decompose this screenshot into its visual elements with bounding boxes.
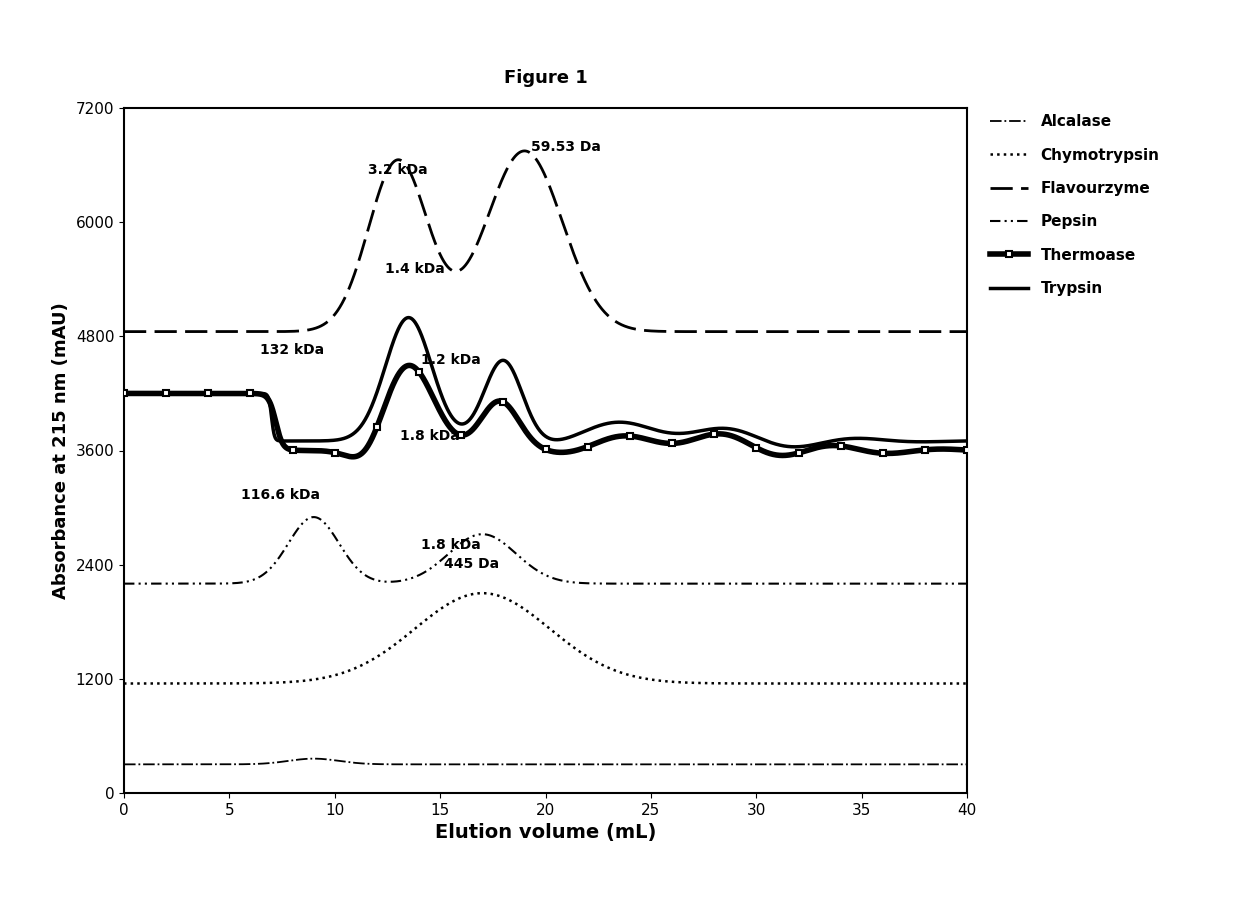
Chymotrypsin <box>729 678 744 689</box>
Thermoase <box>345 451 360 462</box>
Trypsin <box>402 312 417 323</box>
Text: 59.53 Da: 59.53 Da <box>531 140 600 154</box>
Trypsin <box>960 435 975 446</box>
Text: 1.4 kDa: 1.4 kDa <box>386 262 445 277</box>
Chymotrypsin <box>477 587 492 598</box>
Alcalase <box>934 759 949 769</box>
Chymotrypsin <box>475 587 490 598</box>
Flavourzyme <box>117 326 131 337</box>
Text: 445 Da: 445 Da <box>444 558 500 571</box>
Thermoase <box>477 407 492 418</box>
Flavourzyme <box>517 145 532 156</box>
Pepsin <box>759 578 774 589</box>
Thermoase <box>471 417 486 428</box>
Chymotrypsin <box>471 588 486 599</box>
Thermoase <box>893 448 908 459</box>
Line: Flavourzyme: Flavourzyme <box>124 150 967 332</box>
Text: 3.2 kDa: 3.2 kDa <box>368 162 428 177</box>
Thermoase <box>517 425 532 436</box>
Flavourzyme <box>729 326 744 337</box>
Legend: Alcalase, Chymotrypsin, Flavourzyme, Pepsin, Thermoase, Trypsin: Alcalase, Chymotrypsin, Flavourzyme, Pep… <box>985 108 1166 302</box>
Line: Alcalase: Alcalase <box>124 759 967 764</box>
Line: Chymotrypsin: Chymotrypsin <box>124 593 967 684</box>
Pepsin <box>471 529 486 540</box>
Title: Figure 1: Figure 1 <box>503 69 588 87</box>
Trypsin <box>477 383 492 394</box>
Thermoase <box>729 432 744 443</box>
Text: 1.2 kDa: 1.2 kDa <box>420 353 481 367</box>
Thermoase <box>117 388 131 399</box>
Alcalase <box>471 759 486 769</box>
Alcalase <box>960 759 975 769</box>
Trypsin <box>471 399 486 410</box>
Trypsin <box>787 441 802 452</box>
Alcalase <box>517 759 532 769</box>
Trypsin <box>934 436 949 447</box>
Alcalase <box>729 759 744 769</box>
Text: 1.8 kDa: 1.8 kDa <box>399 429 460 443</box>
Flavourzyme <box>960 326 975 337</box>
Alcalase <box>477 759 492 769</box>
Alcalase <box>893 759 908 769</box>
Line: Trypsin: Trypsin <box>124 317 967 447</box>
Flavourzyme <box>477 219 492 230</box>
Line: Thermoase: Thermoase <box>124 366 967 457</box>
Pepsin <box>306 512 321 523</box>
Pepsin <box>517 556 532 567</box>
Chymotrypsin <box>934 678 949 689</box>
Chymotrypsin <box>892 678 906 689</box>
Y-axis label: Absorbance at 215 nm (mAU): Absorbance at 215 nm (mAU) <box>52 302 69 599</box>
Pepsin <box>934 578 949 589</box>
Text: 116.6 kDa: 116.6 kDa <box>241 487 320 502</box>
Chymotrypsin <box>117 678 131 689</box>
Trypsin <box>517 395 532 405</box>
Flavourzyme <box>892 326 906 337</box>
Chymotrypsin <box>960 678 975 689</box>
Pepsin <box>960 578 975 589</box>
Alcalase <box>518 759 533 769</box>
Pepsin <box>729 578 744 589</box>
X-axis label: Elution volume (mL): Elution volume (mL) <box>435 824 656 842</box>
Thermoase <box>960 445 975 456</box>
Pepsin <box>893 578 908 589</box>
Pepsin <box>477 529 492 540</box>
Alcalase <box>306 753 321 764</box>
Flavourzyme <box>471 236 486 247</box>
Chymotrypsin <box>517 604 532 614</box>
Pepsin <box>117 578 131 589</box>
Trypsin <box>117 388 131 399</box>
Thermoase <box>402 360 417 371</box>
Text: 1.8 kDa: 1.8 kDa <box>420 538 481 552</box>
Text: 132 kDa: 132 kDa <box>260 343 325 358</box>
Flavourzyme <box>934 326 949 337</box>
Line: Pepsin: Pepsin <box>124 517 967 584</box>
Thermoase <box>934 443 949 454</box>
Flavourzyme <box>517 145 532 156</box>
Alcalase <box>117 759 131 769</box>
Trypsin <box>729 424 744 435</box>
Trypsin <box>893 436 908 447</box>
